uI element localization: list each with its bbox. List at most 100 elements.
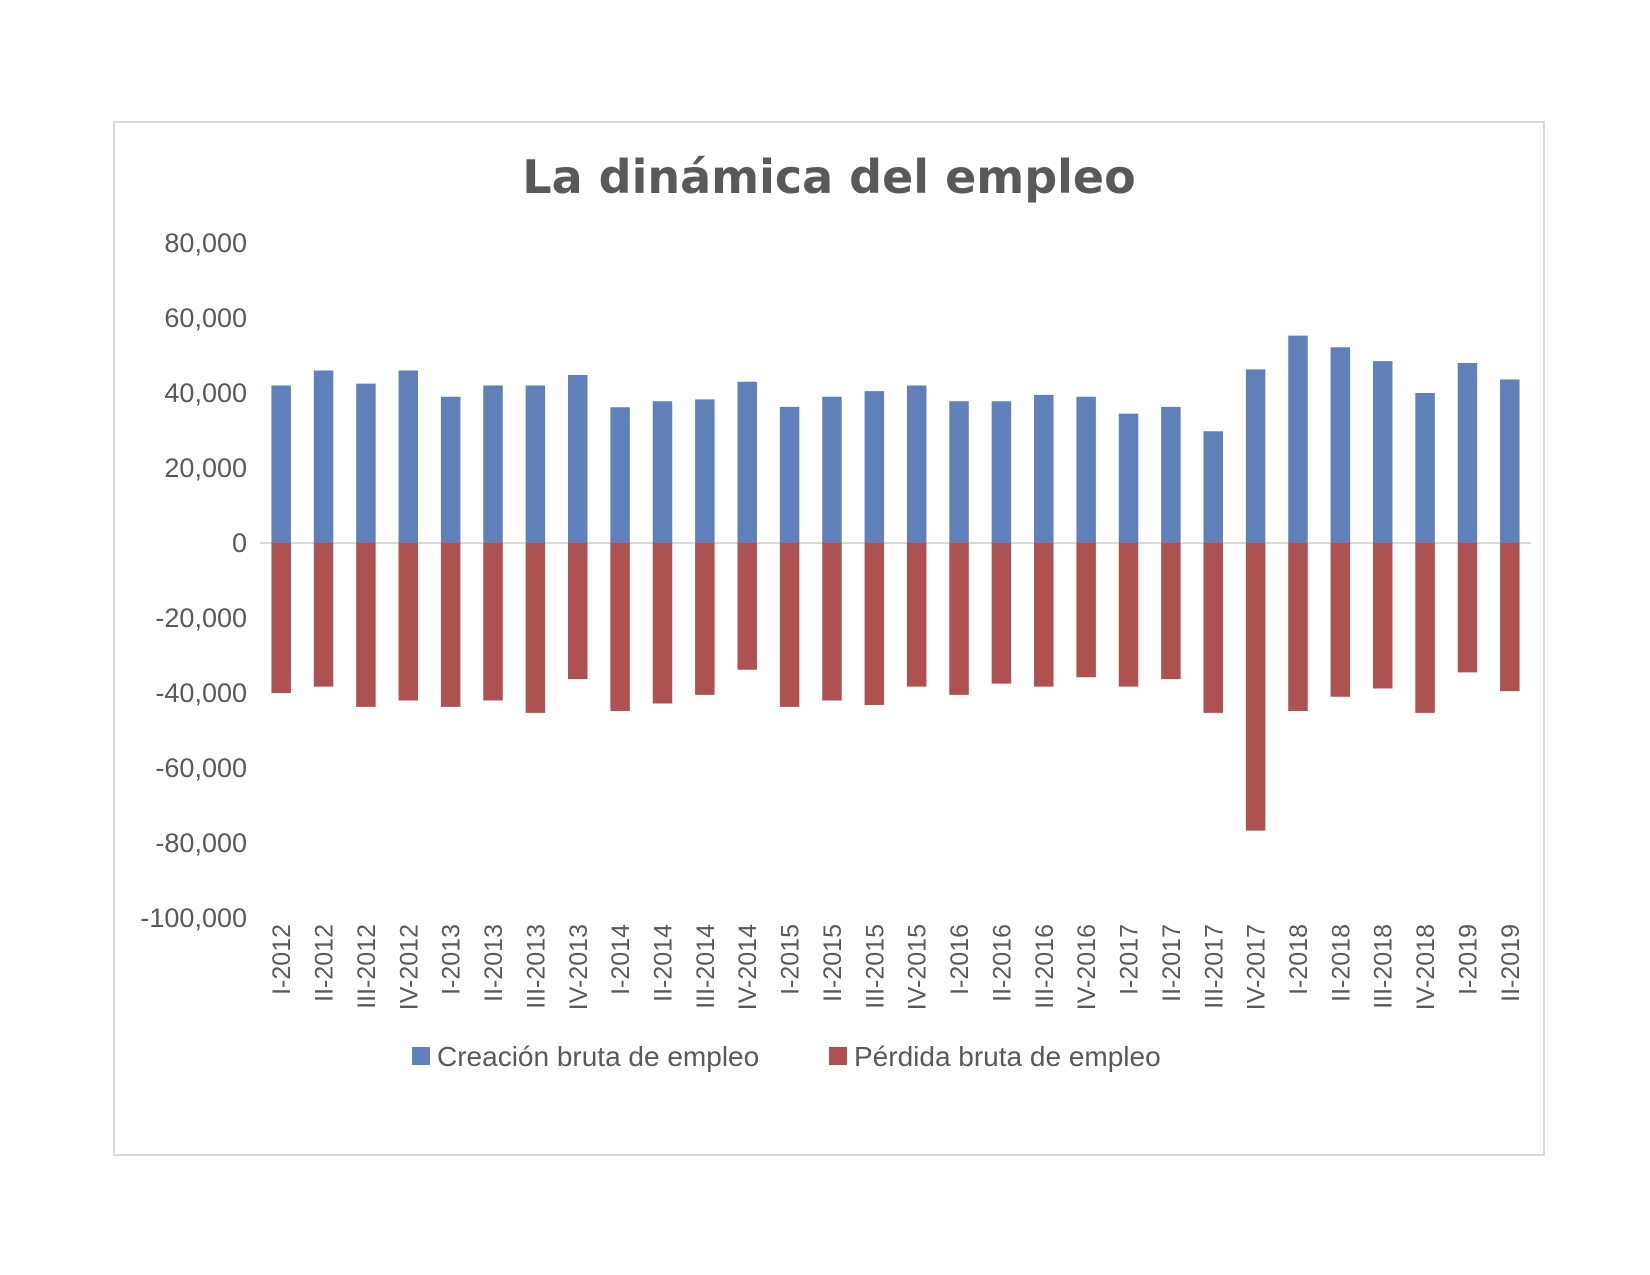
bar-perdida-II-2014 xyxy=(652,543,673,704)
bar-perdida-IV-2016 xyxy=(1076,543,1096,678)
bar-perdida-IV-2015 xyxy=(906,543,927,687)
bar-perdida-III-2015 xyxy=(864,543,885,705)
bar-perdida-III-2013 xyxy=(525,543,546,713)
chart-title: La dinámica del empleo xyxy=(522,150,1135,204)
x-tick-label: I-2015 xyxy=(777,924,805,995)
chart-canvas: La dinámica del empleo 80,000 60,000 40,00… xyxy=(140,150,1531,1072)
legend-label-creacion: Creación bruta de empleo xyxy=(437,1041,759,1072)
chart-frame: La dinámica del empleo 80,000 60,000 40,00… xyxy=(113,121,1545,1156)
bar-perdida-I-2014 xyxy=(610,543,630,711)
bar-creacion-II-2016 xyxy=(991,401,1012,543)
bar-creacion-IV-2012 xyxy=(398,370,419,543)
x-tick-label: III-2016 xyxy=(1031,924,1059,1009)
x-tick-label: II-2016 xyxy=(988,924,1016,1002)
bar-perdida-II-2016 xyxy=(991,543,1012,684)
bar-perdida-II-2013 xyxy=(483,543,503,701)
bar-perdida-IV-2017 xyxy=(1245,543,1266,831)
x-tick-label: I-2018 xyxy=(1285,924,1313,995)
bar-creacion-II-2014 xyxy=(652,401,673,543)
x-tick-label: III-2014 xyxy=(692,924,720,1009)
y-tick-label: -60,000 xyxy=(155,753,247,783)
bar-creacion-III-2015 xyxy=(864,391,885,544)
bar-perdida-I-2017 xyxy=(1118,543,1139,687)
bar-creacion-I-2016 xyxy=(949,401,969,543)
bar-creacion-II-2013 xyxy=(483,385,503,543)
bar-creacion-III-2014 xyxy=(695,399,715,544)
x-tick-label: II-2014 xyxy=(649,924,677,1002)
x-tick-label: III-2012 xyxy=(353,924,381,1009)
x-tick-label: I-2017 xyxy=(1116,924,1144,995)
y-tick-label: 80,000 xyxy=(164,228,247,258)
x-tick-label: II-2018 xyxy=(1327,924,1355,1002)
bar-perdida-II-2015 xyxy=(822,543,842,701)
bar-creacion-IV-2014 xyxy=(737,381,757,543)
x-tick-label: IV-2012 xyxy=(395,924,423,1010)
y-tick-label: -100,000 xyxy=(140,903,247,933)
x-tick-label: III-2017 xyxy=(1200,924,1228,1009)
bar-perdida-I-2018 xyxy=(1288,543,1308,711)
bar-creacion-I-2012 xyxy=(271,385,291,543)
bar-creacion-III-2017 xyxy=(1203,431,1223,543)
bar-creacion-I-2019 xyxy=(1457,363,1478,543)
legend-swatch-creacion xyxy=(412,1047,430,1065)
y-tick-label: -20,000 xyxy=(155,603,247,633)
bar-perdida-I-2012 xyxy=(271,543,291,693)
bar-creacion-IV-2018 xyxy=(1415,393,1435,543)
x-tick-label: III-2013 xyxy=(522,924,550,1009)
x-tick-label: I-2013 xyxy=(438,924,466,995)
bar-perdida-II-2018 xyxy=(1330,543,1351,697)
legend: Creación bruta de empleo Pérdida bruta d… xyxy=(412,1041,1161,1072)
bar-perdida-II-2012 xyxy=(313,543,334,687)
x-tick-label: I-2012 xyxy=(268,924,296,995)
y-tick-label: -40,000 xyxy=(155,678,247,708)
bar-creacion-II-2019 xyxy=(1500,379,1520,543)
bar-creacion-IV-2013 xyxy=(568,375,588,543)
bar-perdida-IV-2018 xyxy=(1415,543,1435,713)
x-tick-label: IV-2018 xyxy=(1412,924,1440,1010)
bar-perdida-I-2016 xyxy=(949,543,969,695)
x-tick-label: I-2016 xyxy=(946,924,974,995)
bar-perdida-IV-2012 xyxy=(398,543,419,701)
legend-item-creacion: Creación bruta de empleo xyxy=(412,1041,759,1072)
y-tick-label: 60,000 xyxy=(164,303,247,333)
x-tick-label: II-2015 xyxy=(819,924,847,1002)
bar-creacion-III-2016 xyxy=(1034,394,1054,544)
bar-perdida-III-2014 xyxy=(695,543,715,695)
bar-creacion-I-2014 xyxy=(610,407,630,543)
bar-creacion-IV-2017 xyxy=(1245,369,1266,544)
x-tick-label: I-2019 xyxy=(1454,924,1482,995)
x-tick-label: IV-2017 xyxy=(1243,924,1271,1010)
y-tick-label: -80,000 xyxy=(155,828,247,858)
bar-perdida-III-2016 xyxy=(1034,543,1054,687)
x-tick-label: II-2012 xyxy=(311,924,339,1002)
bar-creacion-IV-2015 xyxy=(906,385,927,543)
x-tick-label: IV-2015 xyxy=(904,924,932,1010)
bar-perdida-I-2019 xyxy=(1457,543,1478,673)
bar-creacion-III-2013 xyxy=(525,385,546,543)
x-axis: I-2012 II-2012 III-2012 IV-2012 I-2013 II-201… xyxy=(268,924,1525,1010)
x-tick-label: II-2013 xyxy=(480,924,508,1002)
bar-creacion-I-2018 xyxy=(1288,335,1308,544)
bar-creacion-I-2017 xyxy=(1118,413,1139,544)
legend-swatch-perdida xyxy=(829,1047,847,1065)
bar-creacion-III-2018 xyxy=(1372,361,1393,544)
bar-creacion-II-2012 xyxy=(313,370,334,543)
bar-perdida-III-2018 xyxy=(1372,543,1393,689)
bar-perdida-III-2017 xyxy=(1203,543,1223,713)
x-tick-label: II-2017 xyxy=(1158,924,1186,1002)
x-tick-label: II-2019 xyxy=(1497,924,1525,1002)
bar-perdida-II-2019 xyxy=(1500,543,1520,692)
bar-creacion-IV-2016 xyxy=(1076,396,1096,543)
bar-creacion-III-2012 xyxy=(356,383,376,544)
bar-perdida-IV-2014 xyxy=(737,543,757,670)
y-tick-label: 0 xyxy=(232,528,247,558)
x-tick-label: IV-2013 xyxy=(565,924,593,1010)
x-tick-label: III-2015 xyxy=(861,924,889,1009)
legend-item-perdida: Pérdida bruta de empleo xyxy=(829,1041,1161,1072)
x-tick-label: I-2014 xyxy=(607,924,635,995)
bar-creacion-I-2015 xyxy=(779,406,800,544)
bar-creacion-II-2017 xyxy=(1161,406,1181,544)
x-tick-label: III-2018 xyxy=(1370,924,1398,1009)
y-tick-label: 20,000 xyxy=(164,453,247,483)
bar-perdida-II-2017 xyxy=(1161,543,1181,680)
